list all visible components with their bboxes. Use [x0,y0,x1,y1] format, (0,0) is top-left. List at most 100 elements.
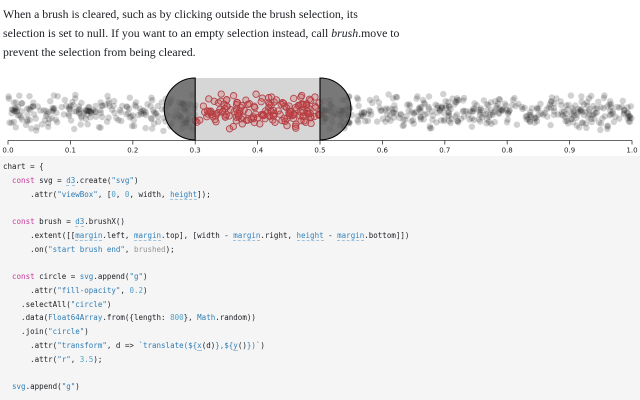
data-point [460,94,468,102]
brush-handle-east[interactable] [319,77,352,141]
data-point [604,123,611,130]
data-point [438,104,445,112]
data-point [499,107,507,114]
data-point [104,92,111,100]
brush-scatter-chart[interactable]: 0.0 0.1 0.2 0.3 0.4 0.5 0.6 0.7 0.8 0.9 1.0 [0,68,640,156]
data-point [428,124,435,132]
code-token: ) [84,327,89,336]
data-point [609,110,616,117]
data-point [590,111,597,118]
data-point [436,107,444,114]
data-point [526,118,534,125]
code-token: Math [197,313,216,323]
data-point [420,99,428,106]
data-point [454,117,461,125]
code-token: margin [133,230,162,241]
data-point [400,117,407,124]
data-point [447,105,454,113]
x-axis-tick-label: 0.6 [377,147,389,155]
code-token: ) [142,285,148,295]
data-point [531,119,538,126]
data-point [592,109,599,117]
data-point [409,117,417,124]
brush-overlay[interactable] [163,77,352,141]
code-line: .data(Float64Array.from({length: 800}, M… [3,311,640,325]
data-point [506,108,513,115]
data-point [477,118,484,125]
data-point [397,111,405,119]
code-token: ) [133,175,139,185]
data-point [34,103,41,110]
code-token: , [70,354,80,364]
data-point [497,107,505,114]
data-point [621,107,628,114]
data-point [419,96,427,104]
data-point [22,121,30,128]
data-point [150,106,157,114]
data-point [548,94,556,101]
data-point [139,107,146,114]
data-point [102,101,109,109]
data-point [62,102,70,109]
brush-handle-west[interactable] [163,77,196,141]
data-point [440,117,448,125]
data-point [384,115,392,122]
data-point [40,107,47,114]
data-point [509,101,516,109]
code-token: ) [75,382,80,391]
data-point [379,115,387,122]
data-point [71,125,78,133]
data-point [434,109,441,116]
data-point [365,107,373,114]
data-point [140,110,147,117]
data-point [48,114,55,122]
data-point [608,103,615,111]
code-token: , [ [97,189,112,199]
data-point [77,121,84,128]
brush-selection[interactable] [195,78,320,140]
data-point [442,104,449,112]
data-point [368,111,375,118]
data-point [70,101,77,109]
data-point [415,105,422,112]
data-point [579,120,586,127]
data-point [584,99,591,106]
code-token: d3 [75,217,85,227]
data-point [10,118,18,126]
data-point [97,99,104,106]
data-point-selected [257,98,265,106]
data-point [454,117,461,124]
code-token: .append( [93,272,130,281]
data-point [83,111,91,118]
data-point [438,103,445,110]
data-point [86,107,93,115]
data-point [75,103,83,110]
code-token: "circle" [70,299,107,309]
data-point [477,105,485,112]
data-point [429,112,437,119]
data-point [445,113,452,120]
data-point [417,114,424,121]
code-editor-cell[interactable]: chart = { const svg = d3.create("svg") .… [0,156,640,400]
data-point [376,104,383,111]
data-point [607,98,614,105]
data-point [10,107,18,114]
code-token: ); [93,354,103,364]
data-point [400,122,408,129]
code-token: 800 [170,313,184,323]
data-point [54,93,61,100]
data-point [445,117,453,125]
data-point [6,119,13,126]
data-point-selected [205,95,213,103]
data-point-selected [302,102,311,110]
data-point [478,114,486,121]
data-point [471,105,478,112]
data-point [579,108,586,115]
data-point [126,114,133,121]
data-point [441,116,448,123]
data-point [525,116,532,123]
data-point [30,99,37,106]
data-point-selected [217,90,225,98]
code-token: margin [233,230,261,241]
data-point-selected [283,122,291,130]
